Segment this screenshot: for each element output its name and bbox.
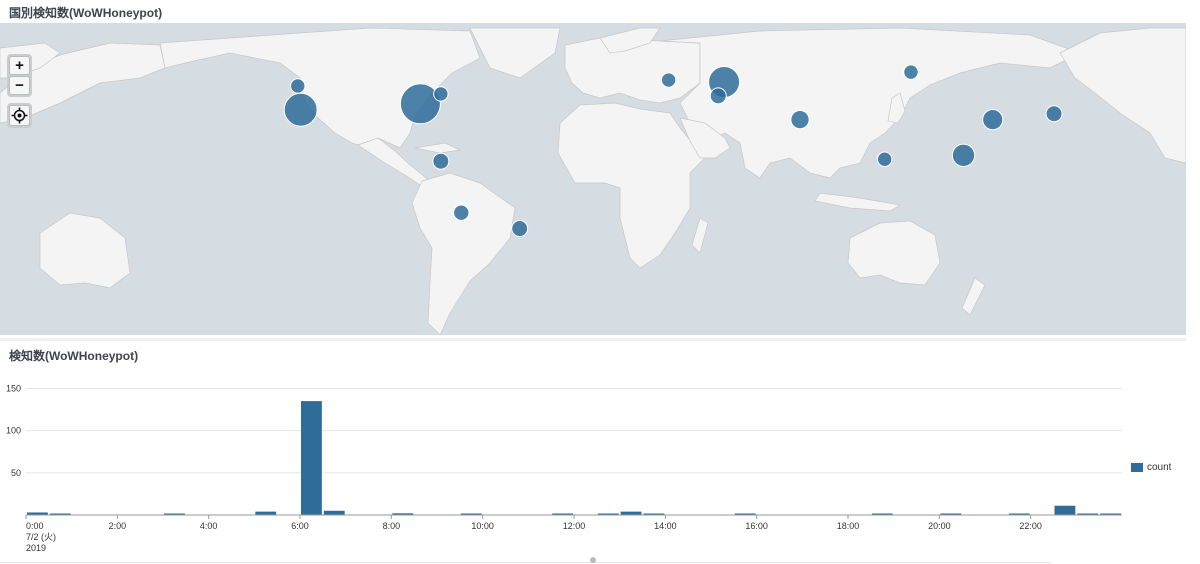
map-marker-us-west-coast[interactable]: [283, 92, 318, 127]
land-australia-west: [39, 212, 131, 289]
map-marker-china-east[interactable]: [982, 109, 1004, 131]
bottom-rule: [0, 562, 1050, 563]
chart-legend[interactable]: count: [1131, 462, 1171, 473]
bar[interactable]: [301, 401, 322, 515]
bar[interactable]: [940, 513, 962, 516]
map-marker-canada-west[interactable]: [290, 78, 306, 94]
scroll-indicator: [590, 557, 596, 563]
x-axis: 0:00 2:00 4:00 6:00 8:00 10:00 12:00 14:00 16:00…: [25, 514, 1122, 531]
map-marker-vietnam[interactable]: [951, 143, 976, 167]
x-tick-label: 18:00: [837, 521, 860, 531]
bar[interactable]: [1008, 513, 1030, 516]
zoom-in-button[interactable]: +: [9, 56, 30, 75]
x-tick-label: 10:00: [471, 521, 494, 531]
x-tick-label: 0:00: [26, 521, 44, 531]
chart-bars: [27, 401, 1121, 515]
x-tick-label: 2:00: [109, 521, 127, 531]
land-scandinavia: [599, 27, 661, 54]
bar[interactable]: [597, 513, 619, 516]
chart-gridlines: [26, 387, 1122, 474]
bar[interactable]: [255, 511, 277, 515]
x-tick-label: 22:00: [1019, 521, 1042, 531]
x-tick-label: 8:00: [383, 521, 401, 531]
x-tick-label: 6:00: [291, 521, 309, 531]
crosshair-icon: [11, 107, 28, 124]
map-marker-japan[interactable]: [1045, 105, 1063, 123]
land-africa: [557, 102, 706, 269]
land-arabia: [679, 117, 731, 159]
map-marker-balkans[interactable]: [709, 87, 727, 105]
bar[interactable]: [643, 513, 665, 516]
y-tick-label: 50: [11, 468, 21, 478]
x-axis-year-label: 2019: [26, 543, 46, 553]
bar[interactable]: [620, 511, 642, 515]
world-map-canvas[interactable]: [0, 23, 1186, 335]
x-tick-label: 20:00: [928, 521, 951, 531]
map-marker-brazil[interactable]: [511, 220, 529, 238]
bar-chart[interactable]: 50 100 150 0:00 2:00 4:00 6:00 8:00 10:00 12:00 1…: [0, 360, 1186, 560]
zoom-controls: + −: [7, 54, 32, 97]
world-map[interactable]: + −: [0, 23, 1186, 335]
map-marker-us-east[interactable]: [399, 83, 441, 125]
y-tick-label: 150: [6, 383, 21, 393]
bar[interactable]: [460, 513, 482, 516]
panel-divider: [0, 338, 1186, 341]
land-alaska-east: [1059, 27, 1186, 164]
bar[interactable]: [1100, 513, 1121, 516]
land-caribbean: [414, 142, 462, 154]
land-japan: [887, 92, 906, 124]
land-new-zealand: [961, 277, 986, 316]
land-madagascar: [691, 217, 709, 254]
x-tick-label: 12:00: [563, 521, 586, 531]
map-markers: [283, 64, 1063, 238]
bar[interactable]: [27, 512, 48, 515]
bar[interactable]: [164, 513, 185, 516]
bar[interactable]: [1077, 513, 1099, 516]
map-marker-iran[interactable]: [790, 110, 810, 130]
map-marker-central-america[interactable]: [432, 152, 450, 170]
land-australia: [847, 220, 941, 286]
x-tick-label: 4:00: [200, 521, 218, 531]
chart-panel-title: 検知数(WoWHoneypot): [9, 349, 139, 363]
x-tick-label: 16:00: [745, 521, 768, 531]
land-indonesia: [814, 192, 901, 212]
x-axis-date-label: 7/2 (火): [26, 532, 56, 542]
zoom-out-button[interactable]: −: [9, 76, 30, 95]
bar[interactable]: [392, 513, 414, 515]
map-marker-russia[interactable]: [903, 64, 919, 80]
page-scrollbar[interactable]: [1186, 0, 1200, 564]
bar[interactable]: [49, 513, 71, 516]
map-marker-india-south[interactable]: [876, 151, 893, 167]
x-tick-label: 14:00: [654, 521, 677, 531]
land-greenland: [469, 27, 561, 79]
bar[interactable]: [871, 513, 893, 516]
legend-swatch: [1131, 463, 1143, 472]
land-asia: [659, 27, 1081, 179]
bar[interactable]: [1054, 505, 1076, 515]
land-south-america: [411, 172, 516, 335]
map-panel-title: 国別検知数(WoWHoneypot): [9, 6, 163, 20]
locate-button[interactable]: [9, 105, 30, 126]
map-marker-bolivia[interactable]: [453, 204, 470, 221]
bar[interactable]: [734, 513, 756, 516]
y-tick-label: 100: [6, 426, 21, 436]
map-marker-us-north-east[interactable]: [433, 86, 449, 102]
bar[interactable]: [552, 513, 573, 516]
locate-control: [7, 103, 32, 128]
bar[interactable]: [323, 510, 345, 515]
map-marker-netherlands[interactable]: [660, 72, 677, 88]
legend-label: count: [1147, 462, 1172, 473]
y-axis-ticks: 50 100 150: [6, 383, 21, 477]
